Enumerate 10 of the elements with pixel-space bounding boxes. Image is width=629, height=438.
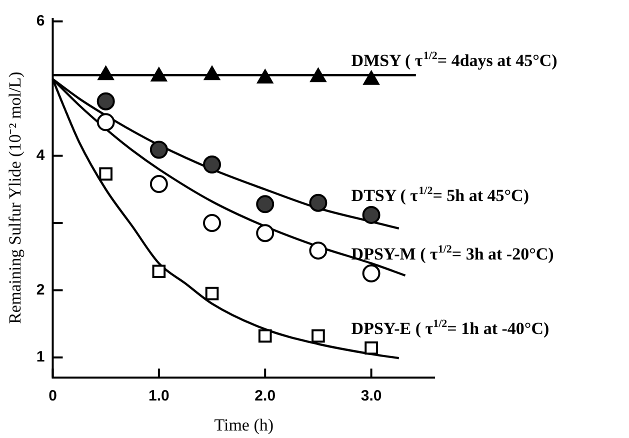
x-axis-title: Time (h) [214, 415, 274, 434]
y-tick-label: 2 [36, 281, 45, 298]
x-tick-label: 1.0 [148, 388, 170, 405]
x-tick-label: 0 [48, 388, 57, 405]
y-axis-title: Remaining Sulfur Ylide (10⁻² mol/L) [6, 72, 25, 324]
y-tick-label: 4 [36, 146, 46, 164]
y-tick-label: 6 [36, 12, 45, 30]
y-tick-label: 1 [36, 348, 45, 366]
x-tick-label: 3.0 [360, 388, 382, 405]
x-tick-label: 2.0 [254, 388, 276, 405]
